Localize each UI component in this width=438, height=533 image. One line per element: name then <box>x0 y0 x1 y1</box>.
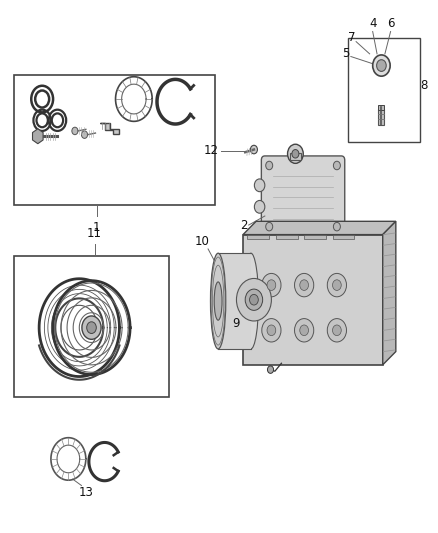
Bar <box>378 106 385 110</box>
Text: 7: 7 <box>348 31 355 44</box>
Text: 11: 11 <box>87 227 102 240</box>
Bar <box>348 38 420 142</box>
Circle shape <box>250 294 258 305</box>
Circle shape <box>251 146 258 154</box>
Circle shape <box>82 316 101 340</box>
Circle shape <box>237 278 272 321</box>
Text: 1: 1 <box>93 221 100 235</box>
Circle shape <box>72 127 78 135</box>
Circle shape <box>373 55 390 76</box>
Bar <box>378 109 385 125</box>
Bar <box>276 235 297 239</box>
Text: 13: 13 <box>78 486 93 498</box>
Text: 5: 5 <box>343 47 350 60</box>
Ellipse shape <box>214 282 222 320</box>
Circle shape <box>262 319 281 342</box>
Bar <box>304 235 326 239</box>
Text: 4: 4 <box>369 18 376 30</box>
Bar <box>332 235 354 239</box>
Polygon shape <box>100 123 119 134</box>
Polygon shape <box>383 221 396 365</box>
Circle shape <box>300 325 308 336</box>
Circle shape <box>288 144 303 164</box>
Circle shape <box>245 289 263 310</box>
Bar <box>218 253 251 349</box>
Ellipse shape <box>211 253 226 349</box>
Text: 9: 9 <box>233 317 240 330</box>
Ellipse shape <box>243 253 258 349</box>
Circle shape <box>332 325 341 336</box>
Circle shape <box>254 200 265 213</box>
Text: 6: 6 <box>387 18 394 30</box>
Circle shape <box>332 280 341 290</box>
Circle shape <box>267 280 276 290</box>
Text: 2: 2 <box>240 219 247 231</box>
Circle shape <box>333 161 340 169</box>
Circle shape <box>262 273 281 297</box>
Circle shape <box>327 273 346 297</box>
Circle shape <box>300 280 308 290</box>
Circle shape <box>266 161 273 169</box>
Text: 12: 12 <box>204 144 219 157</box>
Circle shape <box>294 273 314 297</box>
Bar <box>247 235 269 239</box>
Bar <box>14 256 169 397</box>
Bar <box>290 153 300 160</box>
Circle shape <box>294 319 314 342</box>
Circle shape <box>254 179 265 192</box>
Circle shape <box>268 366 274 373</box>
Polygon shape <box>32 129 43 144</box>
Circle shape <box>377 60 386 71</box>
Circle shape <box>333 222 340 231</box>
Circle shape <box>266 222 273 231</box>
Polygon shape <box>243 221 396 235</box>
Circle shape <box>87 322 96 334</box>
Circle shape <box>327 319 346 342</box>
Circle shape <box>81 131 88 139</box>
Circle shape <box>292 150 299 158</box>
FancyBboxPatch shape <box>261 156 345 236</box>
Text: 10: 10 <box>195 235 210 248</box>
Bar <box>243 235 383 365</box>
Text: 8: 8 <box>421 79 428 92</box>
Bar <box>14 75 215 205</box>
Circle shape <box>267 325 276 336</box>
